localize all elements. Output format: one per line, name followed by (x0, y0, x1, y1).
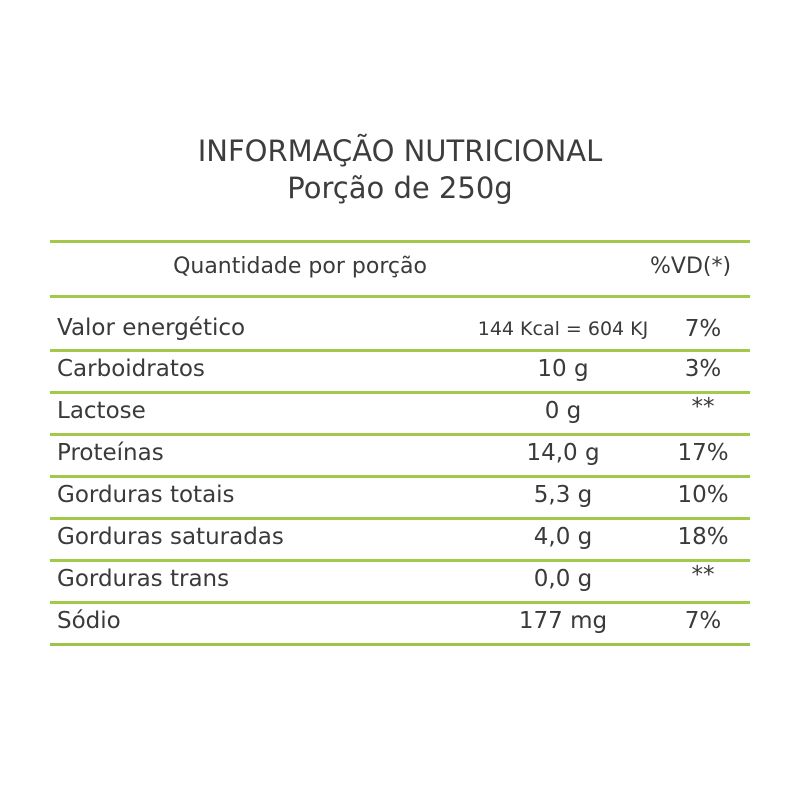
nutrient-daily-value: 17% (677, 440, 729, 466)
nutrition-heading: INFORMAÇÃO NUTRICIONAL (197, 134, 603, 168)
nutrient-name: Gorduras trans (57, 566, 230, 592)
table-row: Gorduras totais 5,3 g 10% (50, 478, 750, 517)
nutrient-daily-value: ** (691, 562, 715, 588)
nutrient-name: Sódio (57, 608, 121, 634)
nutrition-table: Quantidade por porção %VD(*) Valor energ… (50, 240, 750, 646)
quantity-header: Quantidade por porção (173, 254, 427, 279)
nutrient-name: Valor energético (57, 315, 246, 341)
nutrient-amount: 5,3 g (533, 482, 593, 508)
table-row: Gorduras saturadas 4,0 g 18% (50, 520, 750, 559)
nutrient-daily-value: ** (691, 394, 715, 420)
row-divider (50, 475, 750, 478)
table-top-rule (50, 240, 750, 243)
nutrient-daily-value: 3% (684, 356, 722, 382)
row-divider (50, 601, 750, 604)
nutrition-title: INFORMAÇÃO NUTRICIONAL Porção de 250g (0, 133, 800, 207)
row-divider (50, 349, 750, 352)
nutrient-amount: 144 Kcal = 604 KJ (477, 318, 649, 340)
daily-value-header: %VD(*) (650, 254, 732, 279)
nutrient-name: Carboidratos (57, 356, 205, 382)
table-row: Valor energético 144 Kcal = 604 KJ 7% (50, 298, 750, 349)
nutrient-name: Gorduras totais (57, 482, 235, 508)
serving-size: Porção de 250g (287, 171, 513, 205)
nutrient-amount: 0,0 g (533, 566, 593, 592)
nutrient-amount: 0 g (544, 398, 582, 424)
table-row: Lactose 0 g ** (50, 394, 750, 433)
nutrient-amount: 177 mg (518, 608, 608, 634)
table-row: Sódio 177 mg 7% (50, 604, 750, 643)
nutrient-name: Gorduras saturadas (57, 524, 284, 550)
table-header-rule (50, 295, 750, 298)
nutrient-amount: 14,0 g (526, 440, 600, 466)
table-row: Gorduras trans 0,0 g ** (50, 562, 750, 601)
nutrient-daily-value: 10% (677, 482, 729, 508)
table-row: Proteínas 14,0 g 17% (50, 436, 750, 475)
nutrient-name: Proteínas (57, 440, 164, 466)
table-header-row: Quantidade por porção %VD(*) (50, 243, 750, 295)
row-divider (50, 559, 750, 562)
table-row: Carboidratos 10 g 3% (50, 352, 750, 391)
nutrient-amount: 4,0 g (533, 524, 593, 550)
row-divider (50, 391, 750, 394)
row-divider (50, 433, 750, 436)
nutrient-name: Lactose (57, 398, 146, 424)
nutrient-daily-value: 18% (677, 524, 729, 550)
nutrient-daily-value: 7% (684, 316, 722, 342)
nutrient-amount: 10 g (537, 356, 589, 382)
nutrient-daily-value: 7% (684, 608, 722, 634)
row-divider (50, 517, 750, 520)
table-bottom-rule (50, 643, 750, 646)
